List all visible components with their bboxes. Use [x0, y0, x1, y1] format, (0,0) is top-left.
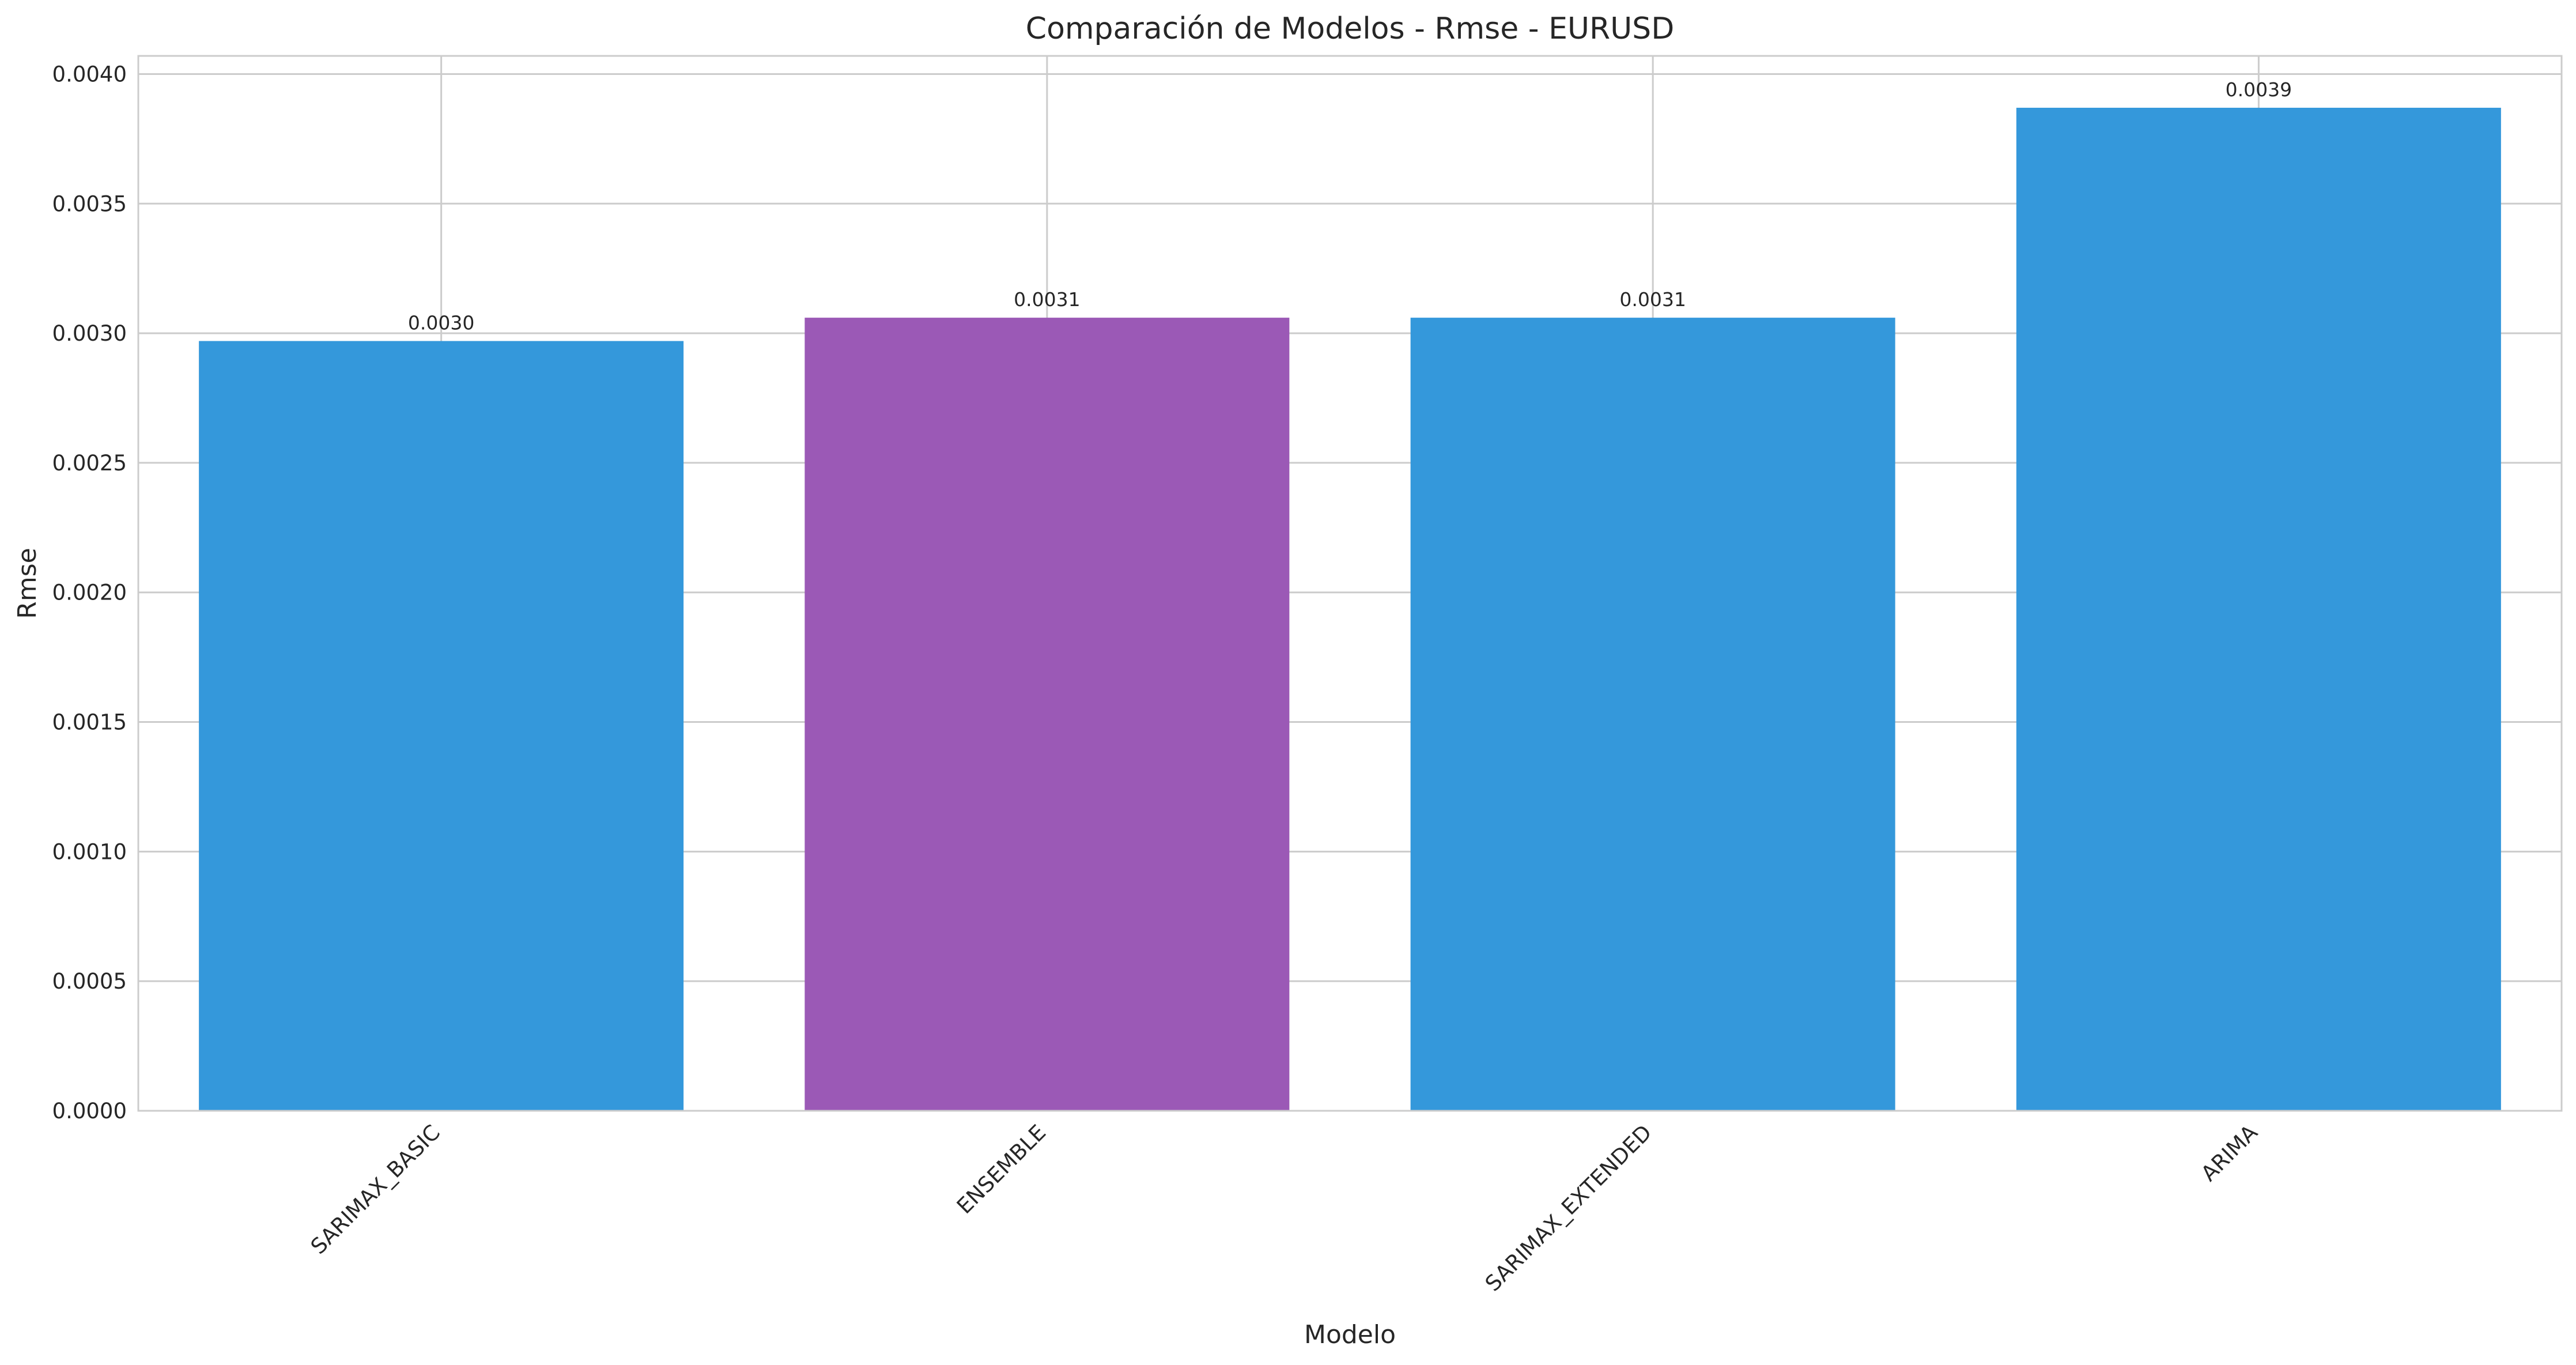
y-axis-title: Rmse: [13, 548, 42, 619]
plot-frame: [137, 55, 2563, 1112]
bar-value-label: 0.0031: [1619, 288, 1686, 311]
bar: [1410, 318, 1895, 1111]
y-tick-label: 0.0005: [52, 969, 127, 994]
y-tick-label: 0.0040: [52, 62, 127, 86]
bar-value-label: 0.0039: [2226, 78, 2292, 101]
x-tick-label: SARIMAX_EXTENDED: [1480, 1120, 1657, 1296]
x-tick-labels: SARIMAX_BASIC ENSEMBLE SARIMAX_EXTENDED ARI…: [306, 1120, 2263, 1296]
bar: [2016, 107, 2501, 1111]
y-tick-label: 0.0035: [52, 191, 127, 216]
y-tick-label: 0.0020: [52, 580, 127, 605]
x-tick-label: ENSEMBLE: [952, 1120, 1051, 1219]
bar: [199, 341, 684, 1111]
y-tick-labels: 0.0000 0.0005 0.0010 0.0015 0.0020 0.0025 0.00…: [52, 62, 127, 1123]
bar-value-label: 0.0030: [408, 312, 474, 334]
bars: [199, 107, 2501, 1111]
y-tick-label: 0.0000: [52, 1099, 127, 1123]
y-tick-label: 0.0015: [52, 710, 127, 735]
x-axis-title: Modelo: [1304, 1320, 1396, 1349]
y-tick-label: 0.0010: [52, 839, 127, 864]
x-tick-label: SARIMAX_BASIC: [306, 1120, 445, 1259]
y-tick-label: 0.0025: [52, 451, 127, 476]
bar-value-label: 0.0031: [1014, 288, 1080, 311]
y-tick-label: 0.0030: [52, 321, 127, 346]
x-tick-label: ARIMA: [2196, 1120, 2263, 1186]
chart-title: Comparación de Modelos - Rmse - EURUSD: [1026, 12, 1674, 46]
bar: [804, 318, 1290, 1111]
bar-value-labels: 0.0030 0.0031 0.0031 0.0039: [408, 78, 2292, 334]
